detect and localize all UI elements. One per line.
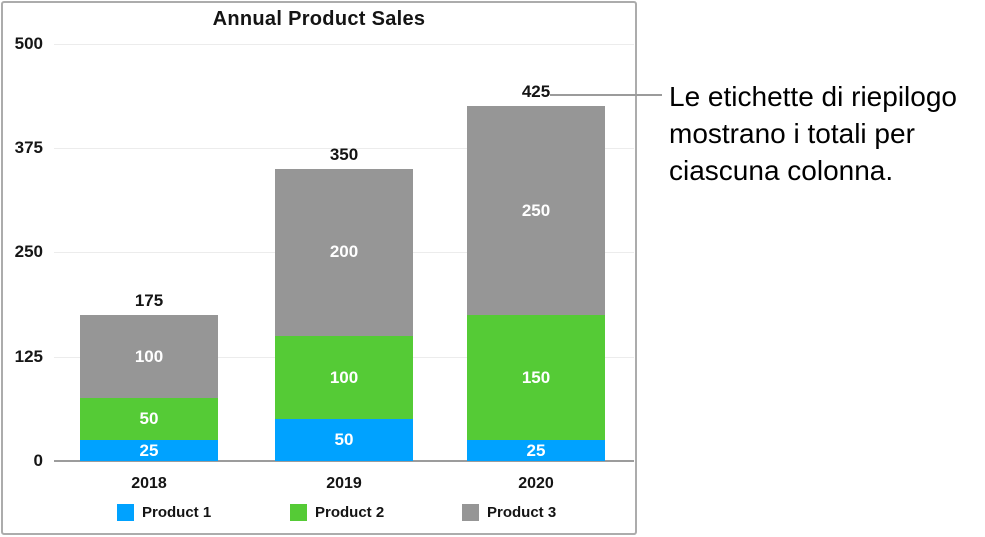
bar-segment-product-1-2020: 25: [467, 440, 605, 461]
bar-total-label-2020: 425: [521, 82, 551, 102]
legend-swatch-product-2: [290, 504, 307, 521]
legend-item-product-3: Product 3: [462, 504, 556, 521]
bar-segment-product-3-2018: 100: [80, 314, 218, 399]
bar-segment-product-2-2019: 100: [275, 335, 413, 420]
x-axis-line: [54, 460, 634, 462]
y-axis-tick-label: 375: [14, 138, 43, 157]
gridline: [54, 148, 634, 149]
callout-line: [550, 94, 662, 96]
legend-label: Product 2: [315, 504, 385, 521]
legend-swatch-product-3: [462, 504, 479, 521]
chart-panel: Annual Product Sales 0 125 250 375 500 25 50 1…: [1, 1, 637, 535]
x-axis-category-label-2019: 2019: [326, 475, 362, 492]
y-axis-tick-label: 250: [14, 242, 43, 261]
x-axis-category-label-2020: 2020: [518, 475, 554, 492]
annotation-text: Le etichette di riepilogo mostrano i tot…: [669, 81, 957, 186]
bar-segment-product-2-2020: 150: [467, 314, 605, 441]
bar-total-label-2018: 175: [134, 290, 164, 310]
legend-label: Product 1: [142, 504, 212, 521]
chart-title: Annual Product Sales: [212, 8, 426, 30]
legend-swatch-product-1: [117, 504, 134, 521]
bar-segment-product-1-2019: 50: [275, 419, 413, 461]
bar-segment-product-3-2019: 200: [275, 168, 413, 336]
x-axis-category-label-2018: 2018: [131, 475, 167, 492]
y-axis-tick-label: 125: [14, 347, 43, 366]
legend-item-product-1: Product 1: [117, 504, 211, 521]
gridline: [54, 44, 634, 45]
legend-label: Product 3: [487, 504, 557, 521]
legend-item-product-2: Product 2: [290, 504, 384, 521]
y-axis-tick-label: 500: [14, 34, 43, 53]
y-axis-tick-label: 0: [33, 451, 43, 470]
bar-total-label-2019: 350: [329, 144, 359, 164]
bar-segment-product-3-2020: 250: [467, 106, 605, 315]
bar-segment-product-1-2018: 25: [80, 440, 218, 461]
bar-segment-product-2-2018: 50: [80, 398, 218, 441]
chart-legend: Product 1 Product 2 Product 3: [3, 504, 635, 524]
